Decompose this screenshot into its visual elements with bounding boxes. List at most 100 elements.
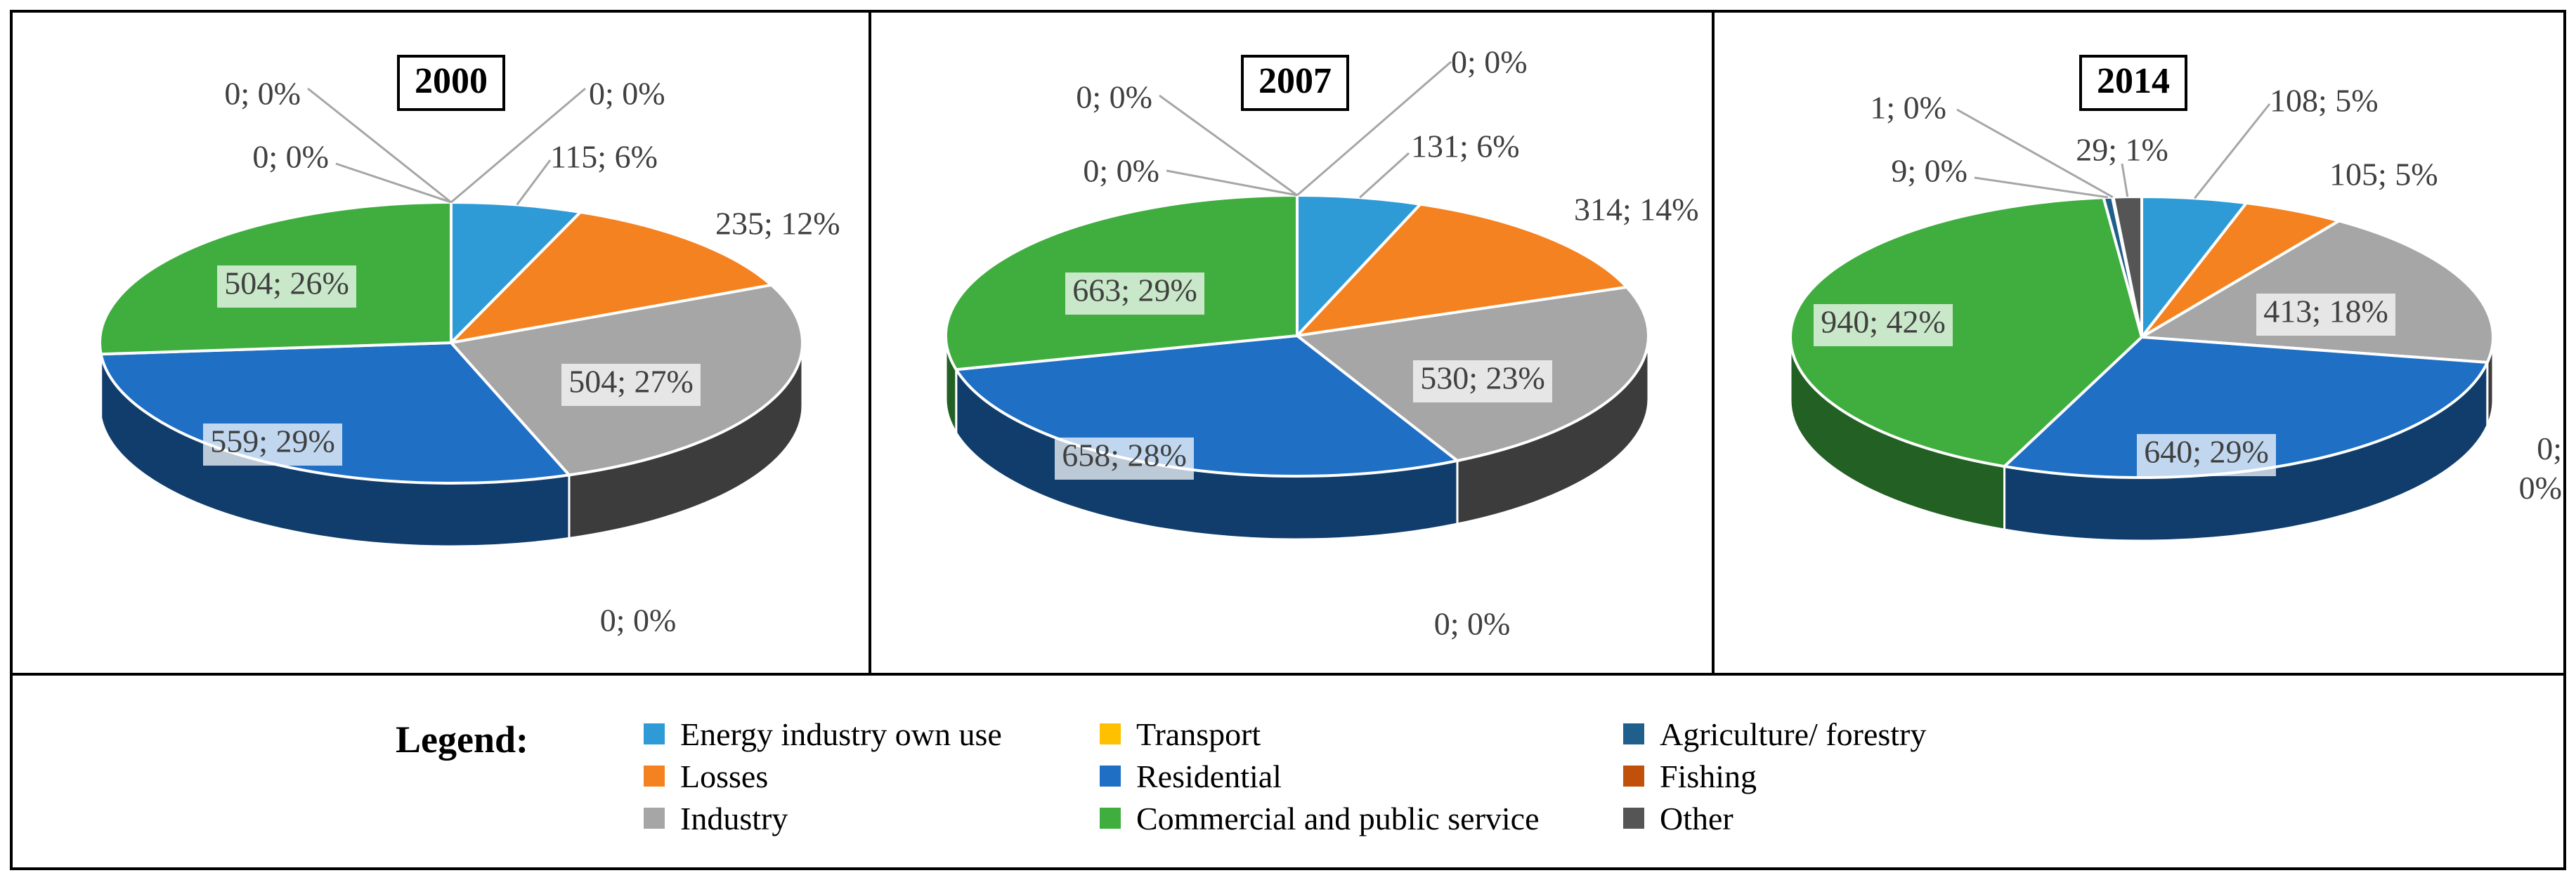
data-label-background: [203, 423, 342, 466]
data-label-residential: 658; 28%: [1055, 438, 1194, 480]
data-label-background: [2137, 434, 2276, 476]
chart-title-text: 2014: [2097, 61, 2170, 101]
legend-item-commercial-public-service: Commercial and public service: [1100, 799, 1540, 838]
data-label-background: [217, 265, 356, 308]
pie-slice-energy-industry-own-use: [450, 200, 584, 346]
legend-item-agriculture-forestry: Agriculture/ forestry: [1623, 714, 1926, 754]
data-label-transport: 0; 0%: [600, 603, 677, 638]
data-label-agriculture-forestry: 9; 0%: [1891, 153, 1967, 189]
data-label-background: [1413, 360, 1552, 402]
legend-label: Fishing: [1660, 758, 1757, 794]
data-label-other: 0; 0%: [589, 76, 665, 112]
data-label-transport: 0; 0%: [2519, 431, 2562, 506]
legend: Legend: Energy industry own use Transpor…: [13, 673, 2563, 867]
legend-label: Other: [1660, 800, 1733, 836]
data-label-other: 0; 0%: [1451, 44, 1528, 80]
data-label-fishing: 0; 0%: [224, 76, 301, 112]
legend-swatch-residential: [1100, 766, 1121, 787]
data-label-line: 0%: [2519, 470, 2562, 506]
data-label-background: [2256, 294, 2395, 336]
legend-item-transport: Transport: [1100, 714, 1261, 754]
data-label-text: 658; 28%: [1062, 438, 1187, 473]
chart-figure: 115; 6% 235; 12% 504; 27% 0; 0% 559; 29% 504;…: [10, 10, 2566, 870]
data-label-text: 115; 6%: [550, 139, 658, 175]
data-label-fishing: 1; 0%: [1870, 90, 1946, 126]
pie-slice-industry: [2137, 219, 2494, 365]
pie-slice-losses: [447, 210, 775, 346]
data-label-background: [1055, 438, 1194, 480]
legend-title: Legend:: [396, 718, 528, 761]
legend-swatch-fishing: [1623, 766, 1644, 787]
legend-item-fishing: Fishing: [1623, 756, 1757, 796]
data-label-energy-industry-own-use: 115; 6%: [550, 139, 658, 175]
data-label-text: 0; 0%: [1434, 606, 1511, 642]
data-label-text: 235; 12%: [715, 206, 840, 242]
data-label-commercial-and-public-service: 663; 29%: [1065, 272, 1204, 315]
pie-chart-2007: 131; 6% 314; 14% 530; 23% 0; 0% 658; 28% 663;…: [944, 44, 1699, 642]
data-label-text: 504; 26%: [224, 265, 349, 301]
data-label-text: 29; 1%: [2076, 132, 2168, 168]
legend-swatch-industry: [644, 808, 665, 829]
data-label-losses: 235; 12%: [715, 206, 840, 242]
data-label-background: [1814, 304, 1953, 346]
leader-line-agriculture-forestry: [335, 162, 452, 204]
legend-swatch-energy-industry-own-use: [644, 723, 665, 744]
legend-item-other: Other: [1623, 799, 1733, 838]
legend-label: Energy industry own use: [680, 716, 1002, 752]
data-label-text: 640; 29%: [2144, 434, 2269, 470]
legend-item-energy-industry-own-use: Energy industry own use: [644, 714, 1002, 754]
data-label-transport: 0; 0%: [1434, 606, 1511, 642]
leader-line-fishing: [1159, 94, 1298, 197]
pie-panel-2007: 131; 6% 314; 14% 530; 23% 0; 0% 658; 28% 663;…: [869, 13, 1712, 673]
legend-swatch-transport: [1100, 723, 1121, 744]
data-label-text: 0; 0%: [600, 603, 677, 638]
pie-panel-2014: 108; 5% 105; 5% 413; 18% 0; 0% 640; 29% 940; 4…: [1712, 13, 2563, 673]
leader-line-agriculture-forestry: [1974, 176, 2109, 199]
data-label-text: 108; 5%: [2270, 83, 2379, 119]
leader-line-fishing: [307, 87, 452, 204]
leader-line-agriculture-forestry: [1166, 169, 1298, 197]
data-label-text: 131; 6%: [1411, 129, 1520, 164]
legend-swatch-losses: [644, 766, 665, 787]
leader-line-energy-industry-own-use: [516, 159, 552, 206]
legend-swatch-commercial-public-service: [1100, 808, 1121, 829]
data-label-text: 1; 0%: [1870, 90, 1946, 126]
data-label-residential: 559; 29%: [203, 423, 342, 466]
data-label-text: 413; 18%: [2263, 294, 2388, 329]
data-label-commercial-and-public-service: 940; 42%: [1814, 304, 1953, 346]
data-label-background: [561, 364, 701, 406]
data-label-fishing: 0; 0%: [1076, 79, 1152, 115]
data-label-text: 314; 14%: [1574, 192, 1699, 228]
chart-title-text: 2000: [415, 61, 488, 101]
data-label-residential: 640; 29%: [2137, 434, 2276, 476]
data-label-industry: 413; 18%: [2256, 294, 2395, 336]
leader-line-energy-industry-own-use: [2194, 103, 2271, 199]
chart-title-box: [1241, 55, 1349, 111]
data-label-energy-industry-own-use: 108; 5%: [2270, 83, 2379, 119]
data-label-text: 504; 27%: [568, 364, 694, 400]
data-label-background: [1065, 272, 1204, 315]
chart-title-2000: 2000: [397, 55, 505, 111]
data-label-text: 0; 0%: [1451, 44, 1528, 80]
legend-item-residential: Residential: [1100, 756, 1282, 796]
data-label-text: 105; 5%: [2329, 157, 2438, 192]
legend-label: Losses: [680, 758, 769, 794]
data-label-text: 559; 29%: [210, 423, 335, 459]
pie-slice-losses: [1293, 202, 1630, 338]
data-label-text: 663; 29%: [1072, 272, 1197, 308]
legend-swatch-agriculture-forestry: [1623, 723, 1644, 744]
pie-slice-energy-industry-own-use: [1296, 193, 1424, 340]
legend-label: Industry: [680, 800, 788, 836]
data-label-other: 29; 1%: [2076, 132, 2168, 168]
legend-label: Residential: [1136, 758, 1282, 794]
data-label-industry: 530; 23%: [1413, 360, 1552, 402]
data-label-agriculture-forestry: 0; 0%: [1083, 153, 1159, 189]
chart-title-2014: 2014: [2079, 55, 2187, 111]
data-label-text: 0; 0%: [224, 76, 301, 112]
legend-label: Transport: [1136, 716, 1261, 752]
leader-line-other: [450, 87, 586, 204]
chart-title-box: [2079, 55, 2187, 111]
leader-line-other: [2121, 163, 2129, 197]
data-label-text: 0; 0%: [2519, 431, 2562, 506]
data-label-text: 0; 0%: [252, 139, 329, 175]
